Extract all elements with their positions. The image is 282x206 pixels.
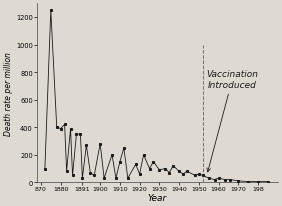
- X-axis label: Year: Year: [148, 193, 167, 202]
- Text: Vaccination
Introduced: Vaccination Introduced: [206, 70, 258, 172]
- Y-axis label: Death rate per million: Death rate per million: [4, 52, 13, 135]
